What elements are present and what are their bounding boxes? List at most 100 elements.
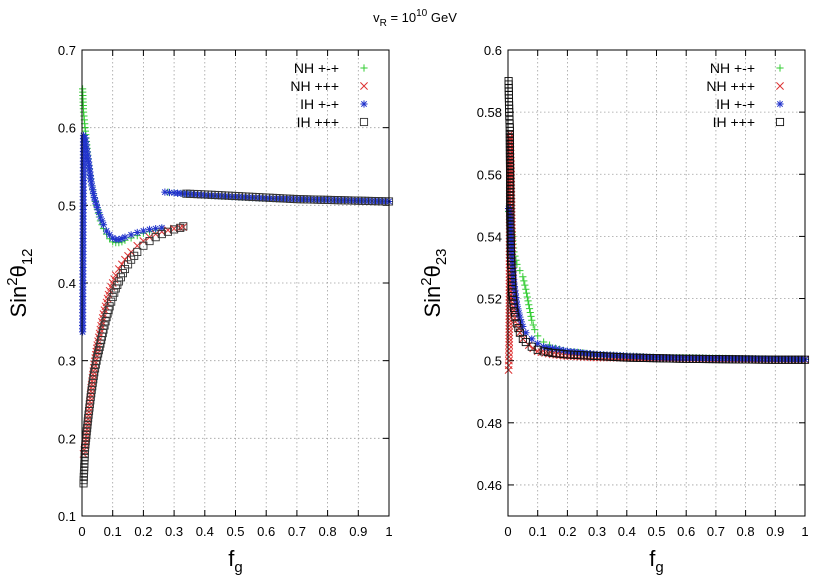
plot-frame: [507, 49, 806, 517]
legend-entry-label: NH +-+: [710, 60, 755, 76]
panel-left: 0 0.1 0.2 0.3 0.4 0.5 0.6 0.7 0.8 0.9 10.10.20.30.…: [4, 43, 394, 576]
data-point: [534, 339, 542, 348]
y-tick-label: 0.5: [58, 198, 76, 213]
data-point: [544, 343, 552, 352]
data-point: [106, 231, 114, 239]
data-point: [522, 285, 530, 293]
x-tick-label: 1: [385, 524, 392, 539]
data-point: [519, 273, 527, 281]
data-point: [157, 230, 166, 239]
legend-entry-label: IH +++: [713, 114, 755, 130]
y-tick-label: 0.52: [477, 292, 502, 307]
data-point: [107, 297, 116, 306]
y-tick-label: 0.5: [484, 354, 502, 369]
x-tick-label: 0.3: [165, 524, 183, 539]
data-point: [145, 225, 154, 234]
data-point: [84, 151, 92, 159]
data-point: [505, 331, 514, 340]
legend: NH +-+ NH +++ IH +-+ IH +++: [706, 60, 785, 130]
data-point: [544, 348, 553, 357]
x-tick-label: 0.8: [319, 524, 337, 539]
data-point: [83, 144, 91, 152]
data-point: [531, 326, 539, 334]
data-point: [99, 325, 108, 334]
data-point: [526, 308, 534, 317]
data-point: [533, 345, 542, 354]
data-point: [515, 309, 523, 317]
data-point: [101, 317, 110, 326]
data-point: [505, 352, 513, 361]
data-point: [116, 273, 125, 282]
data-point: [534, 332, 542, 340]
legend-marker: [776, 100, 784, 108]
x-tick-label: 0.7: [288, 524, 306, 539]
data-point: [92, 200, 100, 208]
data-point: [82, 141, 90, 149]
legend-marker: [360, 82, 368, 90]
x-tick-label: 0.7: [707, 524, 725, 539]
data-point: [98, 217, 106, 225]
data-point: [514, 323, 523, 333]
x-tick-label: 0: [78, 524, 85, 539]
data-point: [79, 131, 88, 140]
series-square: [79, 189, 394, 488]
data-point: [523, 293, 531, 301]
legend-entry-label: IH +++: [297, 114, 339, 130]
data-point: [109, 234, 117, 242]
data-point: [539, 347, 548, 356]
data-point: [527, 312, 535, 320]
data-point: [510, 275, 518, 283]
data-point: [170, 225, 179, 234]
data-point: [505, 337, 514, 346]
x-tick-label: 0.6: [677, 524, 695, 539]
data-point: [95, 208, 103, 216]
data-point: [88, 182, 96, 190]
x-tick-label: 0.9: [349, 524, 367, 539]
legend-marker: [776, 64, 784, 72]
series-cross: [79, 223, 188, 458]
data-point: [83, 148, 91, 156]
y-tick-label: 0.54: [477, 229, 502, 244]
data-point: [510, 279, 518, 287]
y-tick-label: 0.48: [477, 416, 502, 431]
data-point: [516, 266, 524, 275]
data-point: [529, 321, 537, 329]
x-tick-label: 0.2: [558, 524, 576, 539]
data-point: [540, 343, 548, 351]
data-point: [518, 334, 527, 343]
legend: NH +-+ NH +++ IH +-+ IH +++: [290, 60, 369, 130]
data-point: [516, 313, 524, 321]
data-point: [505, 348, 513, 357]
data-point: [93, 204, 101, 212]
legend-marker: [360, 100, 368, 108]
data-point: [118, 235, 126, 243]
data-point: [505, 334, 514, 343]
data-point: [511, 313, 520, 322]
data-point: [139, 241, 148, 250]
data-point: [505, 324, 514, 333]
data-point: [87, 178, 95, 186]
data-point: [510, 308, 519, 317]
data-point: [527, 342, 536, 351]
data-point: [163, 227, 173, 236]
x-tick-label: 1: [801, 524, 808, 539]
data-point: [524, 297, 532, 305]
x-tick-label: 0.2: [134, 524, 152, 539]
data-point: [512, 319, 521, 328]
y-tick-label: 0.6: [484, 43, 502, 58]
x-tick-label: 0.1: [104, 524, 122, 539]
legend-marker: [360, 64, 368, 72]
data-point: [120, 264, 130, 274]
y-tick-label: 0.1: [58, 509, 76, 524]
data-point: [91, 197, 99, 205]
data-point: [505, 341, 514, 350]
data-point: [115, 235, 123, 244]
data-point: [179, 222, 188, 231]
x-tick-label: 0: [504, 524, 511, 539]
data-point: [522, 289, 531, 297]
data-point: [96, 213, 105, 221]
data-point: [99, 221, 108, 229]
legend-entry-label: IH +-+: [300, 96, 339, 112]
y-tick-label: 0.6: [58, 121, 76, 136]
y-tick-label: 0.58: [477, 105, 502, 120]
